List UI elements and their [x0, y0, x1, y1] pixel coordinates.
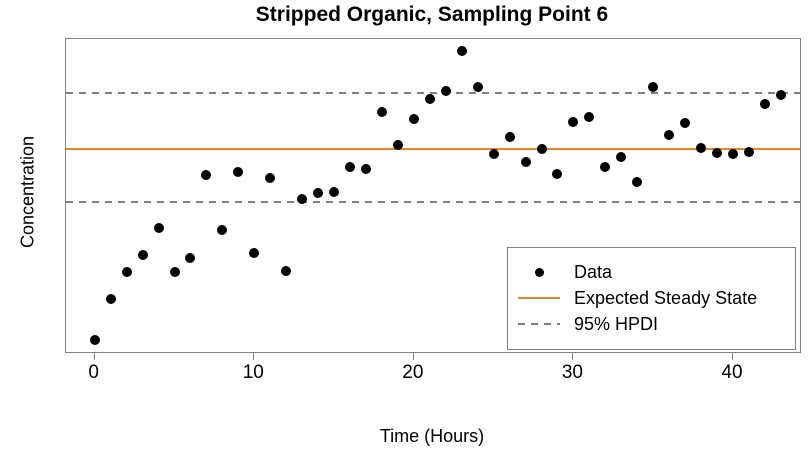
- chart-title: Stripped Organic, Sampling Point 6: [255, 3, 609, 26]
- data-point: [408, 114, 419, 125]
- legend-symbol-cell: [518, 267, 560, 277]
- data-point: [233, 167, 244, 178]
- data-point: [249, 248, 260, 259]
- data-point: [775, 90, 786, 101]
- x-axis-tick: [253, 352, 255, 360]
- data-point: [217, 224, 228, 235]
- data-point: [424, 94, 435, 105]
- x-axis-tick: [93, 352, 95, 360]
- data-point: [297, 193, 308, 204]
- data-point-icon: [534, 267, 544, 277]
- x-axis-ticks: [65, 352, 799, 360]
- data-point: [89, 335, 100, 346]
- hpdi-lower-line: [66, 201, 800, 204]
- legend-label: 95% HPDI: [574, 313, 659, 334]
- data-point: [329, 187, 340, 198]
- data-point: [201, 170, 212, 181]
- legend-symbol-cell: [518, 297, 560, 299]
- data-point: [345, 162, 356, 173]
- hpdi-upper-line: [66, 92, 800, 95]
- data-point: [360, 163, 371, 174]
- data-point: [536, 143, 547, 154]
- data-point: [520, 157, 531, 167]
- data-point: [472, 81, 483, 92]
- expected-steady-state-line: [66, 147, 800, 150]
- legend-symbol-cell: [518, 323, 560, 325]
- solid-line-icon: [518, 297, 560, 299]
- data-point: [504, 131, 515, 142]
- data-point: [632, 177, 643, 188]
- data-point: [568, 116, 579, 127]
- data-point: [281, 265, 292, 276]
- data-point: [265, 172, 276, 183]
- y-axis-label: Concentration: [17, 135, 38, 249]
- x-axis-label: Time (Hours): [379, 426, 485, 446]
- data-point: [680, 117, 691, 128]
- x-axis-tick-label: 10: [242, 362, 264, 383]
- data-point: [648, 81, 659, 92]
- data-point: [392, 140, 403, 151]
- legend-label: Data: [574, 261, 613, 282]
- data-point: [313, 187, 324, 198]
- x-axis-tick-label: 20: [402, 362, 424, 383]
- data-point: [456, 45, 467, 56]
- data-point: [743, 146, 754, 157]
- data-point: [440, 85, 451, 96]
- x-axis-tick-label: 40: [721, 362, 743, 383]
- data-point: [600, 162, 611, 173]
- data-point: [616, 152, 627, 162]
- legend: Data Expected Steady State 95% HPDI: [507, 247, 796, 350]
- x-axis-tick: [412, 352, 414, 360]
- data-point: [584, 111, 595, 122]
- data-point: [552, 168, 563, 179]
- data-point: [664, 130, 675, 141]
- legend-item-data: Data: [508, 259, 795, 285]
- data-point: [169, 266, 180, 277]
- data-point: [121, 266, 132, 277]
- data-point: [137, 249, 148, 260]
- data-point: [727, 148, 738, 159]
- data-point: [376, 106, 387, 117]
- x-axis-tick-labels: 0 10 20 30 40: [65, 362, 799, 386]
- data-point: [153, 223, 164, 234]
- legend-label: Expected Steady State: [574, 287, 758, 308]
- data-point: [759, 99, 770, 110]
- data-point: [185, 253, 196, 264]
- data-point: [488, 148, 499, 159]
- data-point: [105, 294, 116, 305]
- plot-area: [65, 38, 801, 353]
- data-point: [712, 147, 723, 158]
- dashed-line-icon: [518, 323, 560, 325]
- data-point: [696, 142, 707, 153]
- x-axis-tick: [572, 352, 574, 360]
- x-axis-tick: [731, 352, 733, 360]
- x-axis-tick-label: 30: [561, 362, 583, 383]
- legend-item-hpdi: 95% HPDI: [508, 311, 795, 337]
- legend-item-expected-steady-state: Expected Steady State: [508, 285, 795, 311]
- x-axis-tick-label: 0: [88, 362, 100, 383]
